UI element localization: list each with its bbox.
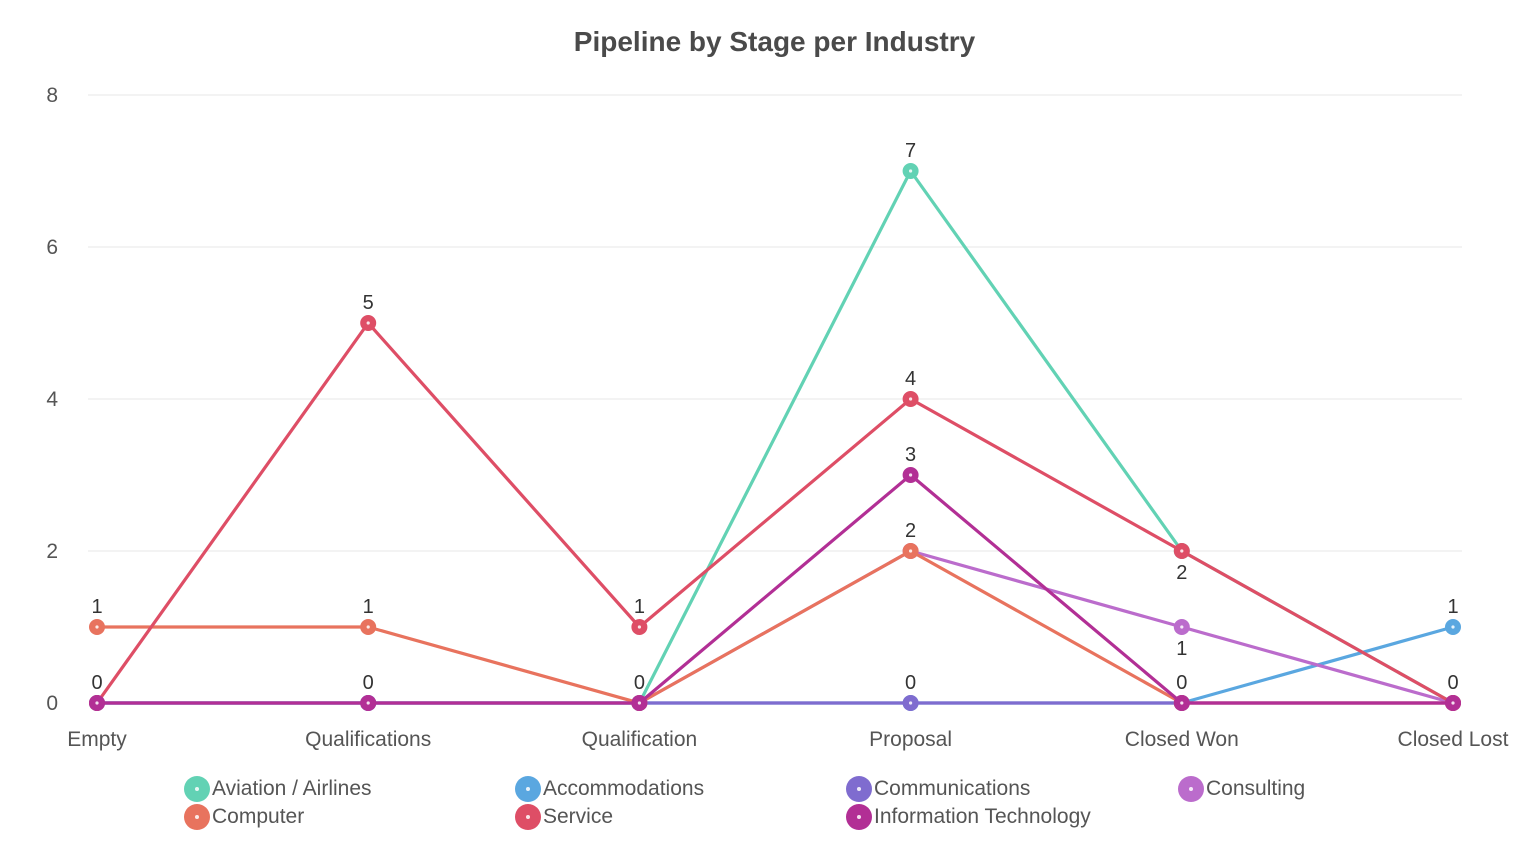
series-1	[89, 619, 1461, 711]
data-label: 0	[905, 672, 916, 694]
x-tick-label: Closed Lost	[1398, 728, 1509, 751]
legend-item[interactable]: Communications	[846, 776, 1030, 802]
legend-label: Consulting	[1206, 777, 1306, 800]
legend-swatch-icon	[846, 776, 872, 802]
legend-item[interactable]: Aviation / Airlines	[184, 776, 372, 802]
y-tick-label: 2	[46, 540, 58, 563]
data-point-center	[1451, 701, 1455, 705]
legend-swatch-icon	[515, 804, 541, 830]
legend-label: Aviation / Airlines	[212, 777, 372, 800]
series-line	[95, 169, 1455, 705]
data-point-center	[1180, 625, 1184, 629]
legend-label: Communications	[874, 777, 1031, 800]
legend-label: Service	[543, 805, 614, 828]
data-point-center	[909, 397, 913, 401]
legend-label: Computer	[212, 805, 305, 828]
data-point-center	[909, 701, 913, 705]
data-label: 0	[1447, 672, 1458, 694]
series-4	[89, 543, 1461, 711]
x-tick-label: Qualifications	[305, 728, 431, 751]
legend-swatch-icon	[515, 776, 541, 802]
series-line	[95, 625, 1455, 705]
data-label: 0	[363, 672, 374, 694]
gridlines	[88, 94, 1462, 552]
y-tick-label: 4	[46, 388, 58, 411]
data-label: 1	[1447, 596, 1458, 618]
series-line	[95, 549, 1455, 705]
data-label: 1	[634, 596, 645, 618]
data-label: 0	[91, 672, 102, 694]
chart-title: Pipeline by Stage per Industry	[573, 26, 976, 57]
data-point-center	[909, 473, 913, 477]
data-point-center	[95, 625, 99, 629]
data-labels: 7 0 1 1 1 1 2 5 1 4 2 0 0 0 3 0 0	[91, 140, 1458, 694]
data-point-center	[637, 625, 642, 629]
x-tick-label: Qualification	[582, 728, 698, 751]
data-label: 1	[91, 596, 102, 618]
data-point-center	[366, 321, 370, 325]
data-label: 7	[905, 140, 916, 162]
y-tick-label: 8	[46, 84, 58, 107]
data-label: 0	[634, 672, 645, 694]
legend-swatch-icon	[184, 776, 210, 802]
legend-item[interactable]: Service	[515, 804, 613, 830]
x-tick-label: Closed Won	[1125, 728, 1239, 751]
legend-item[interactable]: Accommodations	[515, 776, 704, 802]
data-label: 1	[1176, 638, 1187, 660]
y-tick-label: 6	[46, 236, 58, 259]
series-5	[89, 315, 1461, 711]
data-label: 0	[1176, 672, 1187, 694]
x-tick-label: Empty	[67, 728, 127, 751]
data-point-center	[909, 169, 913, 173]
legend-swatch-icon	[846, 804, 872, 830]
legend-item[interactable]: Information Technology	[846, 804, 1091, 830]
series-6	[89, 467, 1461, 711]
legend-swatch-icon	[1178, 776, 1204, 802]
y-tick-label: 0	[46, 692, 58, 715]
legend-item[interactable]: Consulting	[1178, 776, 1305, 802]
data-point-center	[1180, 701, 1184, 705]
data-point-center	[1451, 625, 1455, 629]
data-label: 2	[905, 520, 916, 542]
data-point-center	[366, 701, 370, 705]
data-label: 2	[1176, 562, 1187, 584]
data-point-center	[637, 701, 642, 705]
data-label: 1	[363, 596, 374, 618]
data-label: 4	[905, 368, 916, 390]
series-line	[95, 321, 1455, 705]
legend-label: Accommodations	[543, 777, 705, 800]
legend-label: Information Technology	[874, 805, 1091, 828]
series-line	[95, 473, 1455, 705]
data-point-center	[909, 549, 913, 553]
legend-item[interactable]: Computer	[184, 804, 304, 830]
axes: 0 2 4 6 8 Empty Qualifications Qualification Pro…	[46, 84, 1508, 751]
data-label: 5	[363, 292, 374, 314]
data-label: 3	[905, 444, 916, 466]
data-point-center	[1180, 549, 1184, 553]
data-point-center	[366, 625, 370, 629]
data-point-center	[95, 701, 99, 705]
legend-swatch-icon	[184, 804, 210, 830]
x-tick-label: Proposal	[869, 728, 952, 751]
series-lines	[89, 163, 1461, 711]
